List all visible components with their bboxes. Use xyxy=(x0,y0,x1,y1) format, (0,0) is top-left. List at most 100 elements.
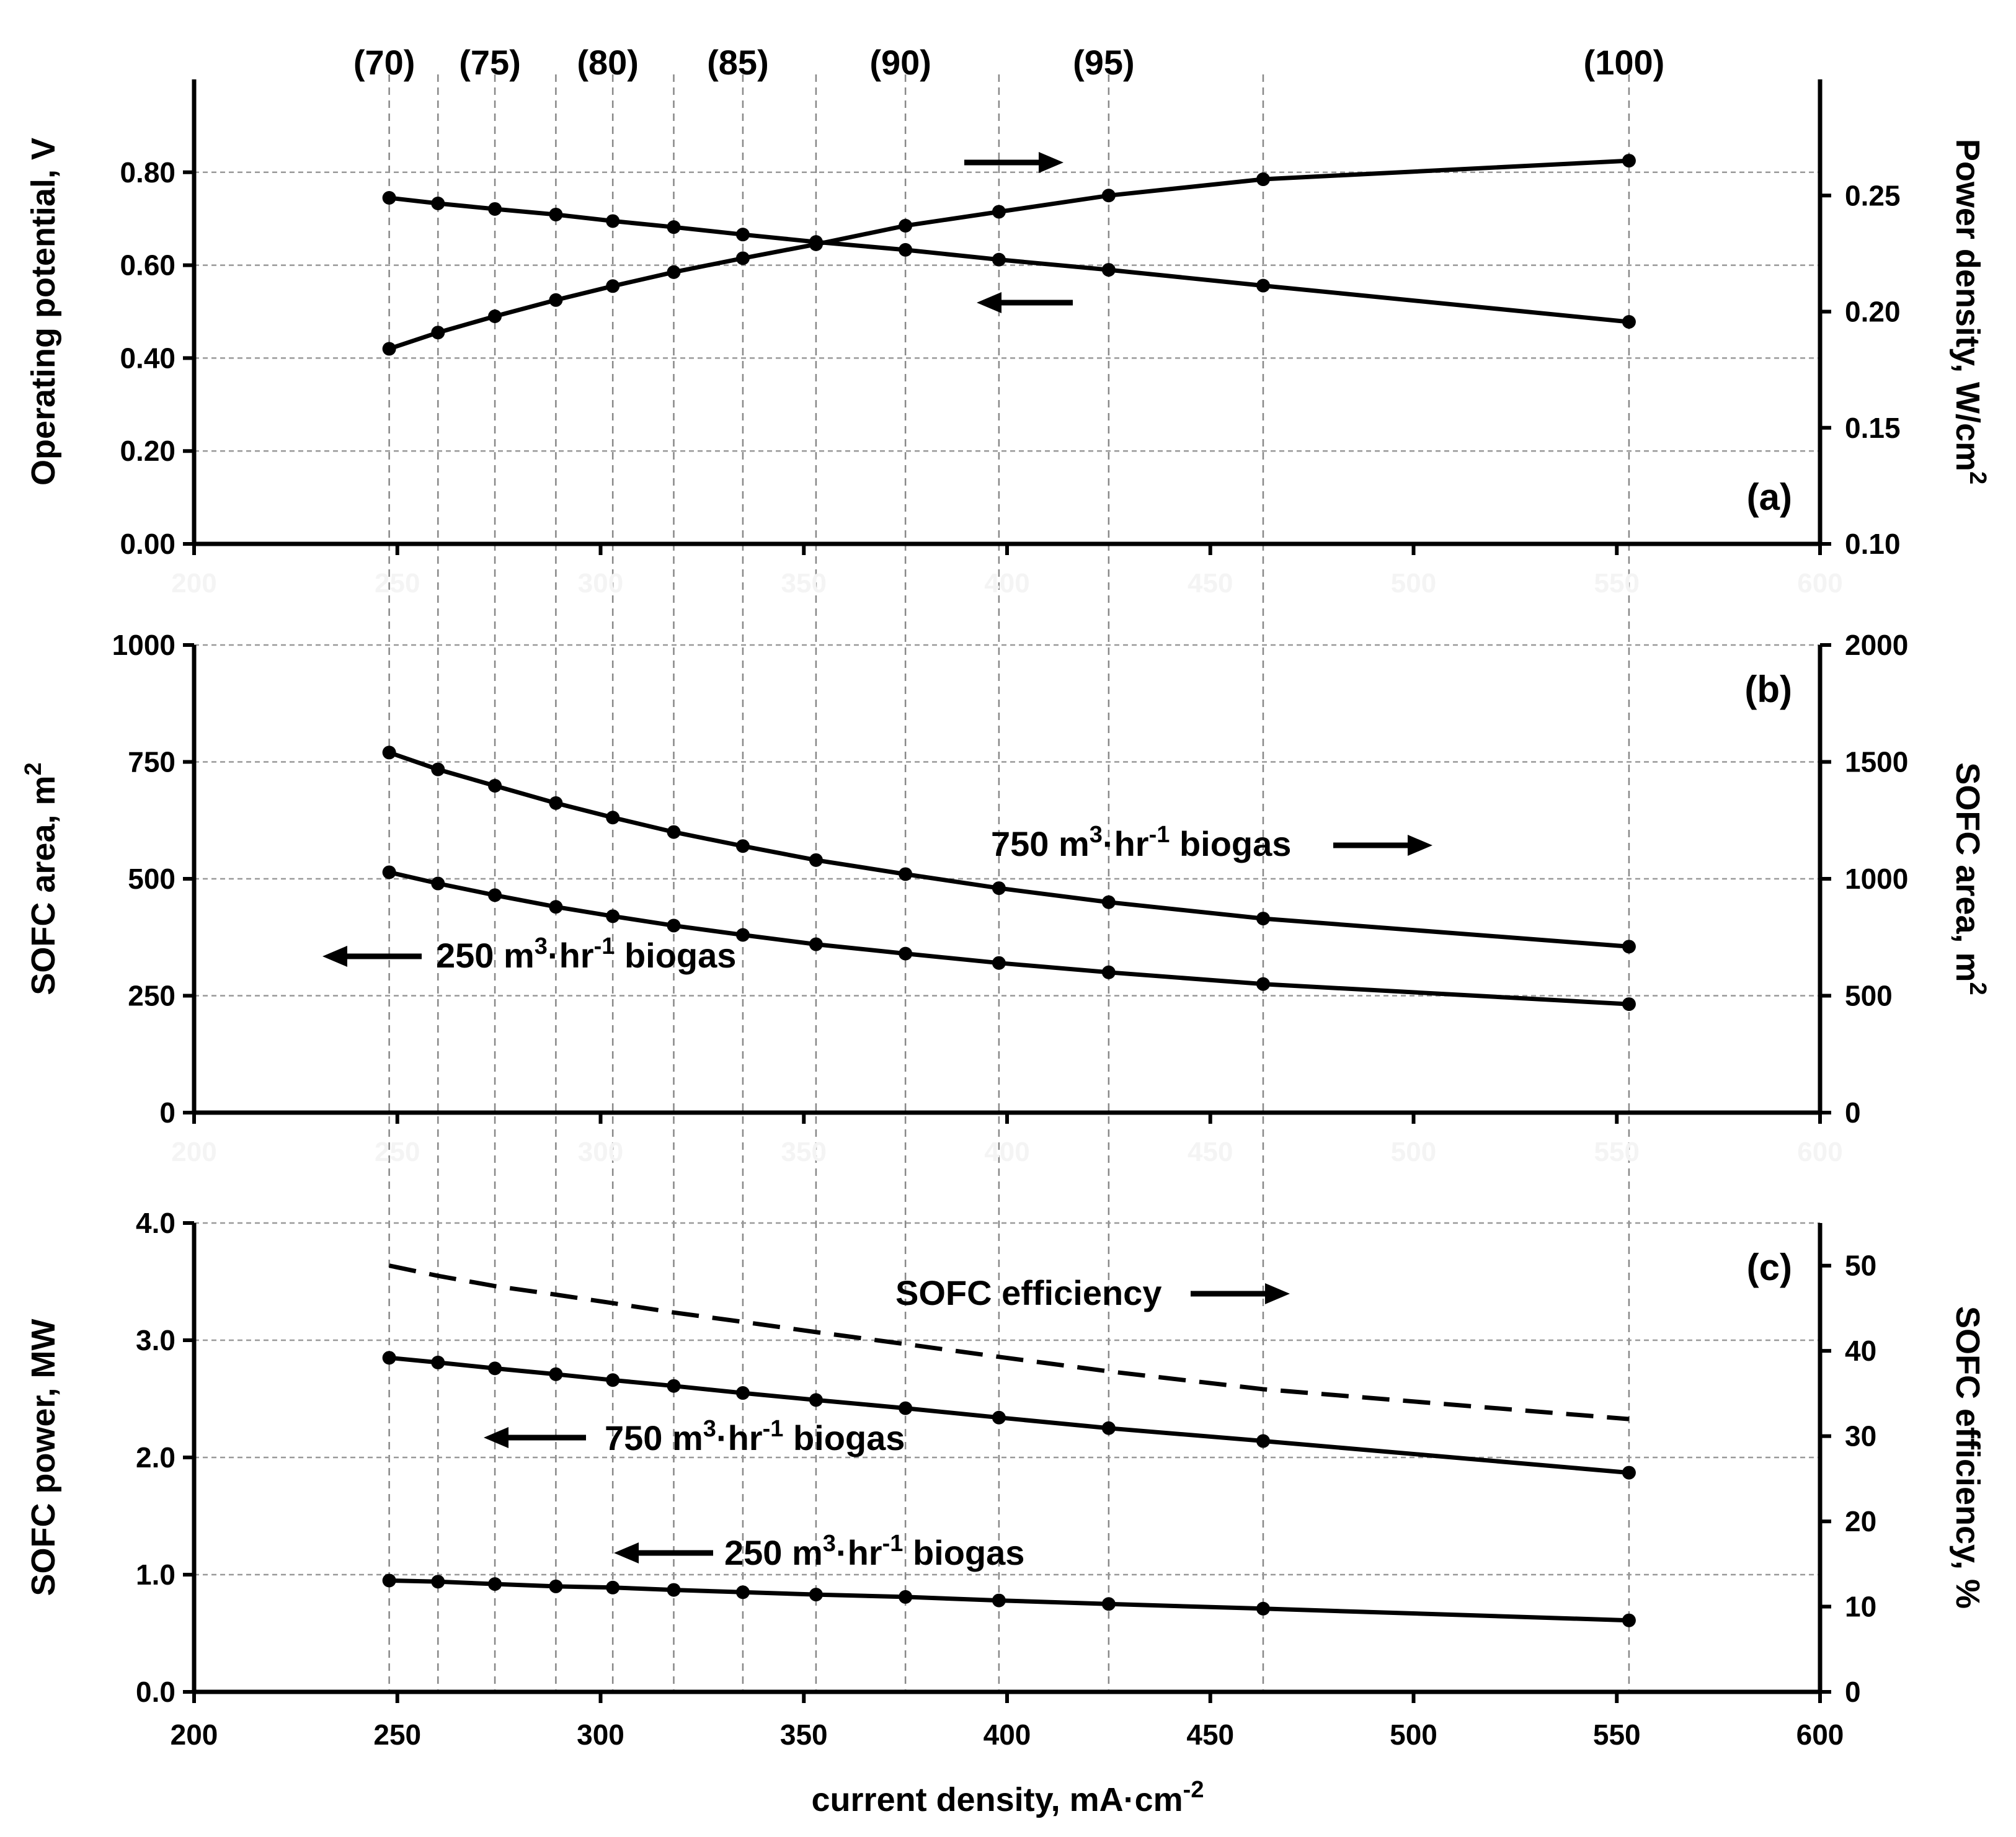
data-point xyxy=(1256,1434,1270,1448)
data-point xyxy=(1622,154,1636,168)
panel-tag: (b) xyxy=(1744,669,1792,710)
left-tick-label: 0.20 xyxy=(120,435,175,467)
data-point xyxy=(382,190,396,205)
x-tick-label-faint: 350 xyxy=(781,568,827,598)
annotation-arrow-head xyxy=(484,1427,508,1448)
x-axis-label-sup: -2 xyxy=(1183,1777,1204,1803)
data-point xyxy=(549,207,563,221)
right-axis-label-text: SOFC area, m xyxy=(1949,762,1986,982)
x-tick-label-faint: 550 xyxy=(1594,568,1640,598)
data-point xyxy=(549,900,563,914)
data-point xyxy=(1622,997,1636,1012)
right-tick-label: 0.20 xyxy=(1845,296,1901,328)
right-tick-label: 40 xyxy=(1845,1335,1876,1367)
data-point xyxy=(549,796,563,810)
annotation-sup: -1 xyxy=(882,1531,904,1557)
x-tick-label: 600 xyxy=(1796,1719,1844,1751)
annotation-mid: ·hr xyxy=(716,1418,763,1457)
data-point xyxy=(606,1373,620,1387)
data-point xyxy=(1256,172,1270,187)
series-line xyxy=(388,158,1630,351)
right-axis-label-text: SOFC efficiency, % xyxy=(1949,1306,1986,1609)
data-point xyxy=(1101,1421,1116,1435)
data-point xyxy=(606,214,620,228)
left-tick-label: 0.80 xyxy=(120,156,175,189)
annotation-tail: biogas xyxy=(783,1418,905,1457)
right-tick-label: 10 xyxy=(1845,1591,1876,1623)
data-point xyxy=(488,1577,502,1591)
left-tick-label: 250 xyxy=(128,980,175,1012)
right-axis-label: Power density, W/cm2 xyxy=(1949,139,1991,484)
right-axis-label-text: Power density, W/cm xyxy=(1949,139,1986,471)
annotation-text: 250 m xyxy=(436,936,535,975)
data-point xyxy=(899,1590,913,1604)
left-axis-label-sup: 2 xyxy=(20,762,47,775)
data-point xyxy=(382,745,396,760)
data-point xyxy=(1256,912,1270,926)
data-point xyxy=(667,919,681,933)
x-tick-label-faint: 600 xyxy=(1797,568,1842,598)
data-point xyxy=(735,228,750,242)
data-point xyxy=(899,867,913,881)
data-point xyxy=(735,1386,750,1400)
right-tick-label: 50 xyxy=(1845,1250,1876,1282)
data-point xyxy=(549,293,563,307)
data-point xyxy=(431,876,445,891)
x-axis-label-text: current density, mA·cm xyxy=(812,1781,1183,1818)
data-point xyxy=(992,252,1006,267)
left-tick-label: 0.40 xyxy=(120,342,175,374)
x-tick-label-faint: 550 xyxy=(1594,1137,1640,1167)
x-tick-label-faint: 450 xyxy=(1188,1137,1233,1167)
x-tick-label-faint: 200 xyxy=(171,1137,216,1167)
data-point xyxy=(606,811,620,825)
data-point xyxy=(1622,314,1636,329)
right-tick-label: 20 xyxy=(1845,1505,1876,1537)
data-point xyxy=(1101,263,1116,277)
x-tick-label: 550 xyxy=(1593,1719,1641,1751)
left-tick-label: 750 xyxy=(128,746,175,778)
annotation-mid: ·hr xyxy=(548,936,594,975)
left-tick-label: 0.0 xyxy=(136,1676,175,1708)
annotation-arrow-head xyxy=(1408,835,1432,856)
annotation-tail: biogas xyxy=(615,936,736,975)
annotation-tail: biogas xyxy=(903,1533,1024,1572)
data-point xyxy=(606,279,620,293)
data-point xyxy=(382,1351,396,1365)
data-point xyxy=(809,853,823,867)
data-point xyxy=(809,237,823,251)
annotation-arrow-head xyxy=(1265,1283,1290,1304)
annotation-mid: ·hr xyxy=(1103,824,1149,863)
right-tick-label: 1500 xyxy=(1845,746,1908,778)
data-point xyxy=(667,1379,681,1393)
data-point xyxy=(667,1583,681,1597)
annotation-tail: biogas xyxy=(1170,824,1291,863)
annotation-label: SOFC efficiency xyxy=(895,1273,1161,1312)
data-point xyxy=(735,251,750,265)
data-point xyxy=(667,220,681,234)
x-tick-label-faint: 500 xyxy=(1391,1137,1436,1167)
data-point xyxy=(431,1575,445,1589)
annotation-text: SOFC efficiency xyxy=(895,1273,1161,1312)
top-percent-label: (70) xyxy=(353,43,415,82)
top-percent-label: (100) xyxy=(1584,43,1665,82)
data-point xyxy=(1101,1597,1116,1611)
axes-layer xyxy=(183,79,1831,1703)
right-tick-label: 0 xyxy=(1845,1676,1861,1708)
left-tick-label: 0.60 xyxy=(120,249,175,282)
x-tick-label: 200 xyxy=(171,1719,218,1751)
annotation-sup: -1 xyxy=(763,1416,784,1442)
data-point xyxy=(606,909,620,923)
data-point xyxy=(606,1580,620,1595)
annotation-text: 250 m xyxy=(724,1533,823,1572)
annotation-label: 250 m3·hr-1 biogas xyxy=(436,933,736,975)
left-tick-label: 3.0 xyxy=(136,1324,175,1356)
left-tick-label: 500 xyxy=(128,863,175,895)
annotation-arrow-head xyxy=(614,1542,639,1563)
data-point xyxy=(992,205,1006,219)
x-tick-label-faint: 250 xyxy=(375,1137,420,1167)
left-axis-label: SOFC power, MW xyxy=(25,1319,62,1596)
right-axis-label: SOFC area, m2 xyxy=(1949,762,1991,995)
x-tick-label: 500 xyxy=(1390,1719,1437,1751)
data-point xyxy=(899,242,913,257)
data-point xyxy=(899,946,913,961)
